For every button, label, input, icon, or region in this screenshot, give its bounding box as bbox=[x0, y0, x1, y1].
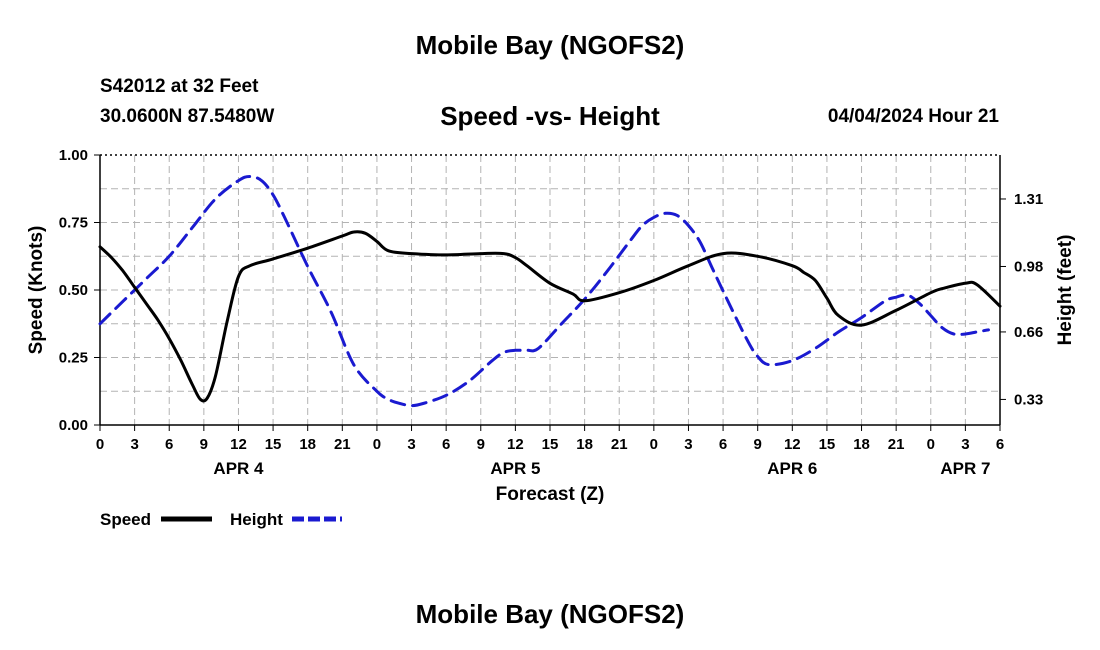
y2-tick-label: 0.66 bbox=[1014, 324, 1043, 341]
x-tick-label: 12 bbox=[507, 436, 524, 453]
x-day-label: APR 4 bbox=[213, 459, 264, 478]
y-tick-label: 1.00 bbox=[59, 147, 88, 164]
x-day-label: APR 6 bbox=[767, 459, 817, 478]
x-tick-label: 18 bbox=[853, 436, 870, 453]
station-coordinates: 30.0600N 87.5480W bbox=[100, 106, 275, 127]
x-day-label: APR 5 bbox=[490, 459, 540, 478]
y2-axis-label: Height (feet) bbox=[1055, 235, 1076, 346]
x-tick-label: 9 bbox=[200, 436, 208, 453]
chart-subtitle: Speed -vs- Height bbox=[440, 101, 660, 131]
x-tick-label: 15 bbox=[819, 436, 836, 453]
x-tick-label: 15 bbox=[542, 436, 559, 453]
station-label: S42012 at 32 Feet bbox=[100, 76, 259, 97]
y-tick-label: 0.50 bbox=[59, 282, 88, 299]
x-tick-label: 12 bbox=[784, 436, 801, 453]
y-axis-label: Speed (Knots) bbox=[26, 226, 47, 355]
x-tick-label: 9 bbox=[754, 436, 762, 453]
y-tick-label: 0.00 bbox=[59, 417, 88, 434]
legend-height-label: Height bbox=[230, 510, 283, 529]
x-tick-label: 6 bbox=[719, 436, 727, 453]
x-tick-label: 15 bbox=[265, 436, 282, 453]
height-series-line bbox=[98, 175, 990, 408]
x-day-label: APR 7 bbox=[940, 459, 990, 478]
x-tick-label: 18 bbox=[576, 436, 593, 453]
x-tick-label: 0 bbox=[927, 436, 935, 453]
x-tick-label: 21 bbox=[611, 436, 628, 453]
speed-series-line bbox=[98, 230, 1002, 403]
forecast-timestamp: 04/04/2024 Hour 21 bbox=[827, 106, 999, 127]
x-tick-label: 6 bbox=[996, 436, 1004, 453]
chart-main-title: Mobile Bay (NGOFS2) bbox=[415, 30, 685, 60]
x-tick-label: 0 bbox=[96, 436, 104, 453]
x-tick-label: 12 bbox=[230, 436, 247, 453]
legend-speed-label: Speed bbox=[100, 510, 151, 529]
x-tick-label: 0 bbox=[650, 436, 658, 453]
x-tick-label: 3 bbox=[130, 436, 138, 453]
y2-tick-label: 1.31 bbox=[1014, 191, 1043, 208]
x-axis-label: Forecast (Z) bbox=[496, 484, 605, 505]
y2-tick-label: 0.33 bbox=[1014, 391, 1043, 408]
y-tick-label: 0.25 bbox=[59, 350, 88, 367]
x-tick-label: 3 bbox=[407, 436, 415, 453]
x-tick-label: 6 bbox=[165, 436, 173, 453]
x-tick-label: 6 bbox=[442, 436, 450, 453]
y-tick-label: 0.75 bbox=[59, 215, 88, 232]
y2-tick-label: 0.98 bbox=[1014, 258, 1043, 275]
x-tick-label: 9 bbox=[477, 436, 485, 453]
chart-footer-title: Mobile Bay (NGOFS2) bbox=[415, 599, 685, 629]
x-tick-label: 21 bbox=[334, 436, 351, 453]
x-tick-label: 0 bbox=[373, 436, 381, 453]
x-tick-label: 18 bbox=[299, 436, 316, 453]
x-tick-label: 3 bbox=[961, 436, 969, 453]
x-tick-label: 3 bbox=[684, 436, 692, 453]
x-tick-label: 21 bbox=[888, 436, 905, 453]
